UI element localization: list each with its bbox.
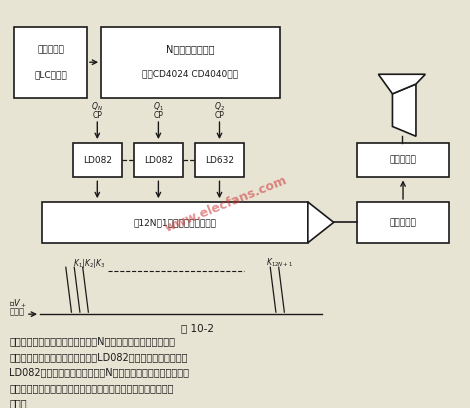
Text: 度音程）的频率，分别作为各音组LD082的时钟频率，因此从各: 度音程）的频率，分别作为各音组LD082的时钟频率，因此从各 <box>9 352 188 362</box>
Text: CP: CP <box>92 111 102 120</box>
Text: $K_1|K_2|K_3$: $K_1|K_2|K_3$ <box>73 257 105 270</box>
Text: www.elecfans.com: www.elecfans.com <box>163 173 289 235</box>
Bar <box>134 143 183 177</box>
Text: 功率放大器: 功率放大器 <box>390 155 416 165</box>
Text: LD632: LD632 <box>205 155 234 165</box>
Text: 接$V_+$: 接$V_+$ <box>9 298 27 310</box>
Text: 或LC振荡器: 或LC振荡器 <box>34 70 67 79</box>
Text: 图 10-2: 图 10-2 <box>181 324 214 333</box>
Text: $Q_1$: $Q_1$ <box>153 101 164 113</box>
Text: LD082: LD082 <box>83 155 112 165</box>
Polygon shape <box>308 202 334 243</box>
Text: 二进制计数器将时钟脉冲分成N个依次相差一半（即一个八: 二进制计数器将时钟脉冲分成N个依次相差一半（即一个八 <box>9 337 175 347</box>
Bar <box>195 143 244 177</box>
Polygon shape <box>378 74 425 94</box>
Bar <box>357 202 449 243</box>
Bar <box>72 143 122 177</box>
Text: 音色。: 音色。 <box>9 399 27 408</box>
Text: N级二进制计数器: N级二进制计数器 <box>166 44 215 54</box>
Text: $K_{12N+1}$: $K_{12N+1}$ <box>266 257 293 269</box>
Text: 处理为钉琴音形，再经音色滤波，即可送至功率放大器输出钉琴: 处理为钉琴音形，再经音色滤波，即可送至功率放大器输出钉琴 <box>9 383 174 393</box>
Text: CP: CP <box>214 111 225 120</box>
Polygon shape <box>392 84 416 136</box>
Text: 音色滤波器: 音色滤波器 <box>390 218 416 227</box>
Text: $Q_N$: $Q_N$ <box>91 101 103 113</box>
Bar <box>101 27 280 98</box>
Text: LD082就输出了依次相差八度的N个音组。这些音经过各音形门: LD082就输出了依次相差八度的N个音组。这些音经过各音形门 <box>9 368 189 378</box>
Text: LD082: LD082 <box>144 155 173 165</box>
Bar <box>14 27 87 98</box>
Text: 晶体振荡器: 晶体振荡器 <box>37 45 64 55</box>
Text: $Q_2$: $Q_2$ <box>214 101 225 113</box>
Text: （12N＋1）个钉琴音形门电路: （12N＋1）个钉琴音形门电路 <box>133 218 217 227</box>
Bar <box>357 143 449 177</box>
Text: 或接地: 或接地 <box>9 307 24 316</box>
Text: CP: CP <box>153 111 164 120</box>
Text: （如CD4024 CD4040等）: （如CD4024 CD4040等） <box>142 69 238 78</box>
Bar <box>42 202 308 243</box>
